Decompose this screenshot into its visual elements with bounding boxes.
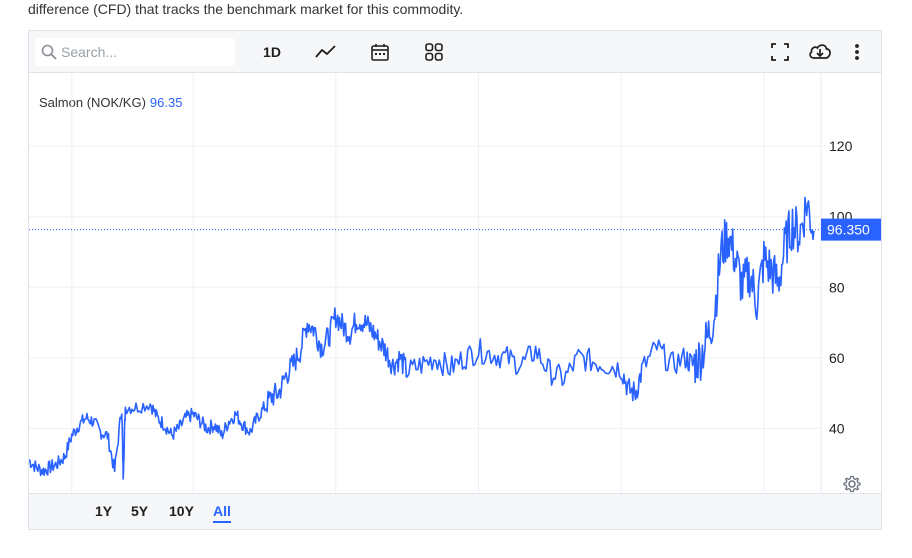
- y-tick-label: 120: [829, 138, 853, 154]
- chart-area: Salmon (NOK/KG)96.35 406080100120Jan2015…: [29, 73, 881, 493]
- series-line-salmon: [29, 196, 815, 480]
- last-value: 96.35: [149, 95, 183, 110]
- range-1y[interactable]: 1Y: [95, 503, 113, 519]
- y-tick-label: 40: [829, 420, 845, 436]
- indicators-grid-icon[interactable]: [419, 38, 449, 66]
- price-chart[interactable]: 406080100120Jan2015201720192021202396.35…: [29, 73, 881, 493]
- chart-widget: 1D: [28, 30, 882, 530]
- price-tag: [821, 218, 881, 241]
- chart-toolbar: 1D: [29, 31, 881, 73]
- price-tag-label: 96.350: [827, 222, 870, 238]
- chart-legend: Salmon (NOK/KG) 96.35: [39, 95, 182, 110]
- y-tick-label: 80: [829, 279, 845, 295]
- range-all[interactable]: All: [213, 503, 231, 523]
- range-5y[interactable]: 5Y: [131, 503, 149, 519]
- intro-text: difference (CFD) that tracks the benchma…: [28, 1, 464, 17]
- chart-title: Salmon (NOK/KG): [39, 95, 146, 110]
- fullscreen-icon[interactable]: [765, 38, 795, 66]
- more-options-icon[interactable]: [845, 38, 869, 66]
- search-input[interactable]: [61, 42, 229, 62]
- interval-button[interactable]: 1D: [263, 44, 281, 60]
- range-10y[interactable]: 10Y: [169, 503, 194, 519]
- range-selector: 1Y 5Y 10Y All: [29, 475, 881, 529]
- calendar-icon[interactable]: [365, 38, 395, 66]
- settings-gear-icon[interactable]: [843, 475, 861, 493]
- y-tick-label: 60: [829, 350, 845, 366]
- search-box: [35, 38, 235, 66]
- cloud-download-icon[interactable]: [805, 38, 835, 66]
- chart-type-line-icon[interactable]: [311, 38, 341, 66]
- search-icon: [41, 44, 57, 60]
